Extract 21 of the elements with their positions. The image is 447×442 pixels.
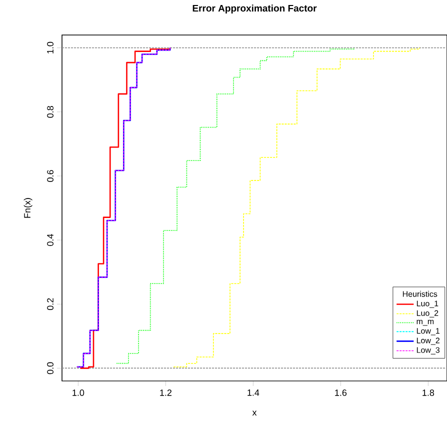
y-tick-label: 0.8 <box>47 106 54 118</box>
legend-label: Luo_2 <box>416 310 438 318</box>
y-tick-label: 0.6 <box>47 170 54 182</box>
x-tick-label: 1.2 <box>160 390 172 396</box>
legend-title: Heuristics <box>402 290 438 297</box>
x-tick-label: 1.4 <box>248 390 260 396</box>
x-tick-label: 1.6 <box>335 390 347 396</box>
y-axis-title: Fn(x) <box>24 198 32 218</box>
x-tick-label: 1.8 <box>422 390 434 396</box>
legend-label: Low_1 <box>416 328 440 336</box>
y-tick-label: 0.0 <box>47 362 54 374</box>
chart-title: Error Approximation Factor <box>192 4 317 14</box>
legend-label: m_m <box>416 320 434 326</box>
legend-label: Luo_1 <box>416 300 438 308</box>
y-tick-label: 0.2 <box>47 298 54 310</box>
legend-label: Low_3 <box>416 347 440 354</box>
x-axis-title: x <box>252 410 257 416</box>
legend-label: Low_2 <box>416 338 440 345</box>
y-tick-label: 1.0 <box>47 42 54 54</box>
y-tick-label: 0.4 <box>47 234 54 246</box>
x-tick-label: 1.0 <box>72 390 84 396</box>
